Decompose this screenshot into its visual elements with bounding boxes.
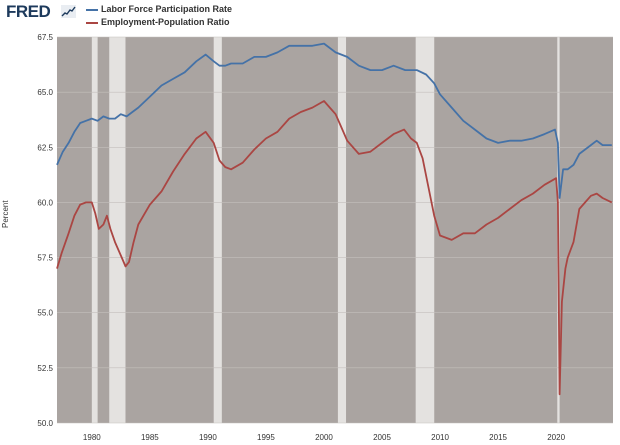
x-tick-label: 1980 <box>83 433 101 442</box>
recession-band-3 <box>337 37 347 423</box>
recession-band-1 <box>109 37 126 423</box>
y-axis-label: Percent <box>1 200 10 228</box>
series-lines <box>56 42 613 396</box>
y-tick-label: 57.5 <box>37 254 53 263</box>
legend-item-labor-force[interactable]: Labor Force Participation Rate <box>86 3 232 16</box>
x-tick-label: 1995 <box>257 433 275 442</box>
x-tick-label: 1985 <box>141 433 159 442</box>
series-line-1 <box>56 100 613 396</box>
y-tick-label: 52.5 <box>37 364 53 373</box>
legend-swatch-labor-force <box>86 8 98 11</box>
y-tick-label: 65.0 <box>37 88 53 97</box>
y-axis-ticks: 50.0 52.5 55.0 57.5 60.0 62.5 65.0 67.5 <box>37 33 53 428</box>
x-tick-label: 1990 <box>199 433 217 442</box>
x-tick-label: 2015 <box>489 433 507 442</box>
recession-band-2 <box>213 37 222 423</box>
y-tick-label: 60.0 <box>37 198 53 207</box>
x-axis-ticks: 1980 1985 1990 1995 2000 2005 2010 2015 2020 <box>83 433 566 442</box>
gridlines <box>57 36 613 424</box>
legend-swatch-employment-population <box>86 21 98 24</box>
plot-area <box>57 37 613 423</box>
plot-background <box>57 37 613 423</box>
chart-legend: Labor Force Participation Rate Employmen… <box>86 3 232 29</box>
fred-logo: FRED <box>6 2 51 21</box>
x-tick-label: 2010 <box>431 433 449 442</box>
x-tick-label: 2000 <box>315 433 333 442</box>
series-line-0 <box>56 42 612 199</box>
recession-band-4 <box>415 37 435 423</box>
recession-band-0 <box>91 37 98 423</box>
x-tick-label: 2005 <box>373 433 391 442</box>
x-tick-label: 2020 <box>547 433 565 442</box>
legend-item-employment-population[interactable]: Employment-Population Ratio <box>86 16 232 29</box>
y-tick-label: 62.5 <box>37 143 53 152</box>
legend-label-employment-population: Employment-Population Ratio <box>101 17 230 28</box>
y-tick-label: 67.5 <box>37 33 53 42</box>
y-tick-label: 55.0 <box>37 309 53 318</box>
legend-label-labor-force: Labor Force Participation Rate <box>101 4 233 15</box>
y-tick-label: 50.0 <box>37 419 53 428</box>
fred-sparkline-icon <box>61 5 76 18</box>
chart-header: FRED Labor Force Participation Rate Empl… <box>0 0 620 34</box>
